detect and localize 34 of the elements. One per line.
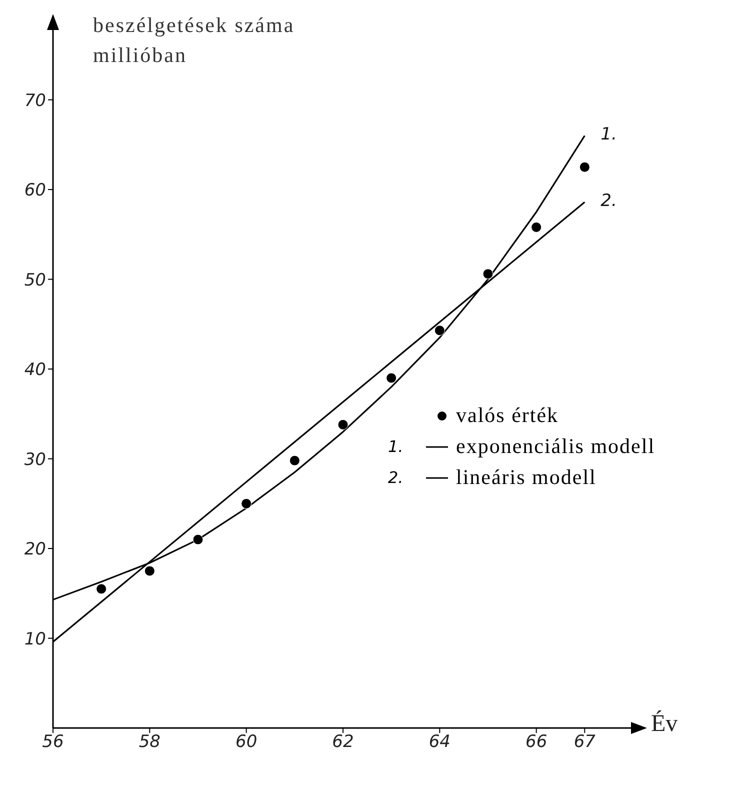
x-tick-label: 66 <box>526 732 548 752</box>
x-axis-title: Év <box>651 711 678 738</box>
legend-label: lineáris modell <box>456 465 596 490</box>
y-tick-label: 70 <box>24 90 46 111</box>
x-tick-label: 60 <box>236 732 258 752</box>
point <box>386 372 397 384</box>
y-tick-label: 50 <box>24 270 46 290</box>
x-tick-label: 67 <box>574 732 596 752</box>
x-tick-label: 58 <box>138 732 161 752</box>
text: 2. <box>388 468 404 487</box>
annotation: 1. <box>600 124 617 145</box>
y-axis-title: beszélgetések száma millióban <box>93 12 296 69</box>
point <box>192 534 204 545</box>
point <box>241 498 252 509</box>
x-tick-label: 64 <box>428 732 450 752</box>
point <box>338 419 348 430</box>
y-tick-label: 20 <box>24 540 46 560</box>
legend-label: valós érték <box>456 403 559 428</box>
point <box>579 162 590 172</box>
y-tick-label: 60 <box>24 180 46 201</box>
point <box>144 566 155 576</box>
point <box>434 325 445 336</box>
point <box>289 455 300 466</box>
point <box>482 268 494 280</box>
point <box>531 222 542 232</box>
point <box>96 584 107 594</box>
y-tick-label: 40 <box>24 360 46 380</box>
text: 1. <box>388 437 404 456</box>
y-tick-label: 10 <box>24 629 46 650</box>
x-tick-label: 56 <box>42 732 64 752</box>
y-tick-label: 30 <box>24 450 46 470</box>
legend-label: exponenciális modell <box>456 434 656 459</box>
annotation: 2. <box>600 191 617 212</box>
x-tick-label: 62 <box>332 732 354 752</box>
